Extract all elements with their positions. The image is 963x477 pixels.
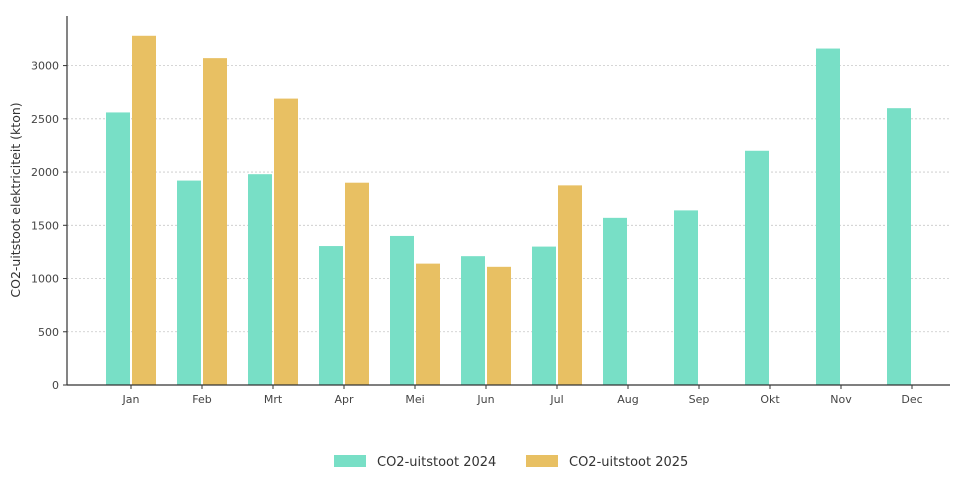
bar-aug-2024 [603,217,627,385]
y-tick-label: 0 [52,379,59,392]
y-axis-title: CO2-uitstoot elektriciteit (kton) [8,102,23,297]
bar-dec-2024 [887,108,911,386]
x-tick-label: Apr [334,393,354,406]
x-axis-ticks: Jan Feb Mrt Apr Mei Jun Jul Aug Sep Okt Nov Dec [122,385,923,406]
x-tick-label: Dec [901,393,922,406]
x-tick-label: Jul [549,393,563,406]
axes [66,16,950,386]
bar-jun-2024 [461,256,485,385]
bar-apr-2025 [345,182,369,385]
x-tick-label: Sep [689,393,710,406]
y-tick-label: 500 [38,326,59,339]
x-tick-label: Okt [760,393,780,406]
y-tick-label: 2000 [31,166,59,179]
x-tick-label: Mei [405,393,424,406]
bar-jan-2025 [132,35,156,386]
bar-jul-2025 [558,185,582,385]
y-tick-label: 2500 [31,113,59,126]
bar-feb-2024 [177,180,201,385]
bar-nov-2024 [816,48,840,385]
bar-jan-2024 [106,112,130,385]
x-tick-label: Jan [122,393,140,406]
y-tick-label: 1000 [31,273,59,286]
x-tick-label: Nov [830,393,852,406]
bar-apr-2024 [319,246,343,385]
bar-jul-2024 [532,246,556,385]
y-axis-ticks: 0 500 1000 1500 2000 2500 3000 [31,60,67,392]
bar-mrt-2024 [248,174,272,385]
y-tick-label: 1500 [31,219,59,232]
legend-swatch-1 [334,455,366,467]
x-tick-label: Aug [617,393,638,406]
legend-label-1: CO2-uitstoot 2024 [377,455,496,470]
x-tick-label: Feb [192,393,211,406]
y-tick-label: 3000 [31,60,59,73]
bar-feb-2025 [203,58,227,386]
bar-jun-2025 [487,266,511,385]
bar-mei-2025 [416,263,440,385]
bar-okt-2024 [745,150,769,385]
bar-mei-2024 [390,235,414,385]
legend-label-2: CO2-uitstoot 2025 [569,455,688,470]
legend: CO2-uitstoot 2024 CO2-uitstoot 2025 [334,455,688,470]
x-tick-label: Mrt [264,393,283,406]
bar-sep-2024 [674,210,698,385]
legend-swatch-2 [526,455,558,467]
x-tick-label: Jun [476,393,494,406]
bars [106,35,911,386]
bar-mrt-2025 [274,98,298,385]
